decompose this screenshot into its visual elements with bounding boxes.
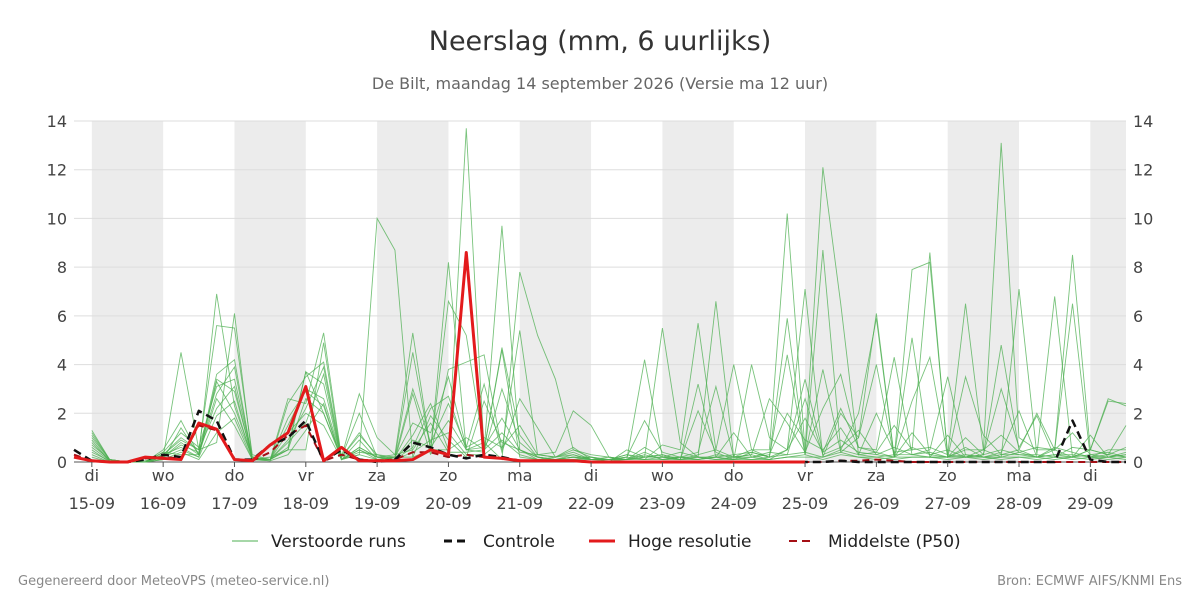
x-tick-day-10: vr	[797, 466, 813, 485]
y-tick-label-left-8: 8	[57, 258, 67, 277]
chart-title: Neerslag (mm, 6 uurlijks)	[429, 26, 771, 57]
y-tick-label-left-12: 12	[47, 161, 67, 180]
x-tick-date-1: 16-09	[140, 494, 187, 513]
x-tick-date-5: 20-09	[425, 494, 472, 513]
shaded-band-0	[91, 121, 164, 462]
y-tick-label-left-4: 4	[57, 356, 67, 375]
x-tick-date-11: 26-09	[853, 494, 900, 513]
main-series	[73, 251, 1126, 464]
x-tick-date-9: 24-09	[710, 494, 757, 513]
shaded-band-3	[519, 121, 592, 462]
y-tick-label-right-6: 6	[1133, 307, 1143, 326]
x-tick-date-10: 25-09	[782, 494, 829, 513]
y-tick-label-right-14: 14	[1133, 112, 1153, 131]
legend: Verstoorde runs Controle Hoge resolutie …	[232, 532, 961, 552]
x-tick-day-12: zo	[939, 466, 957, 485]
x-axis-ticks: di 15-09 wo 16-09 do 17-09 vr 18-09 za 19-09 zo 20-…	[69, 462, 1114, 513]
y-tick-label-right-0: 0	[1133, 453, 1143, 472]
y-tick-label-left-14: 14	[47, 112, 67, 131]
legend-item-control: Controle	[444, 532, 555, 552]
legend-label-hires: Hoge resolutie	[628, 532, 752, 552]
y-tick-label-left-2: 2	[57, 404, 67, 423]
x-tick-date-8: 23-09	[639, 494, 686, 513]
x-tick-date-0: 15-09	[69, 494, 116, 513]
x-tick-date-13: 28-09	[996, 494, 1043, 513]
x-tick-day-8: wo	[651, 466, 674, 485]
y-tick-label-right-10: 10	[1133, 209, 1153, 228]
y-tick-label-right-4: 4	[1133, 356, 1143, 375]
x-tick-date-4: 19-09	[354, 494, 401, 513]
shaded-band-5	[805, 121, 877, 462]
y-tick-label-left-10: 10	[47, 209, 67, 228]
x-tick-day-1: wo	[152, 466, 175, 485]
legend-item-median: Middelste (P50)	[789, 532, 961, 552]
x-tick-day-14: di	[1083, 466, 1098, 485]
y-tick-label-left-0: 0	[57, 453, 67, 472]
x-tick-date-2: 17-09	[211, 494, 258, 513]
x-tick-date-3: 18-09	[283, 494, 330, 513]
x-tick-day-2: do	[224, 466, 244, 485]
legend-item-hires: Hoge resolutie	[589, 532, 752, 552]
x-tick-date-7: 22-09	[568, 494, 615, 513]
x-tick-date-12: 27-09	[924, 494, 971, 513]
legend-item-members: Verstoorde runs	[232, 532, 406, 552]
legend-label-median: Middelste (P50)	[828, 532, 961, 552]
y-tick-label-right-2: 2	[1133, 404, 1143, 423]
footer-generator: Gegenereerd door MeteoVPS (meteo-service…	[18, 574, 329, 589]
chart-subtitle: De Bilt, maandag 14 september 2026 (Vers…	[372, 74, 828, 93]
x-tick-day-3: vr	[298, 466, 314, 485]
x-tick-day-9: do	[724, 466, 744, 485]
legend-label-members: Verstoorde runs	[271, 532, 406, 552]
y-tick-label-right-8: 8	[1133, 258, 1143, 277]
shaded-day-bands	[91, 121, 1126, 462]
x-tick-day-4: za	[368, 466, 386, 485]
x-tick-day-0: di	[85, 466, 100, 485]
y-axis-ticks: 0 0 2 2 4 4 6 6 8 8 10 10 12 12 14 14	[47, 112, 1154, 472]
x-tick-day-6: ma	[507, 466, 532, 485]
legend-label-control: Controle	[483, 532, 555, 552]
ensemble-member-line-11	[91, 397, 1127, 463]
x-tick-day-13: ma	[1006, 466, 1031, 485]
x-tick-date-6: 21-09	[497, 494, 544, 513]
y-tick-label-left-6: 6	[57, 307, 67, 326]
x-tick-date-14: 29-09	[1067, 494, 1114, 513]
x-tick-day-11: za	[867, 466, 885, 485]
footer-source: Bron: ECMWF AIFS/KNMI Ens	[997, 574, 1182, 589]
y-tick-label-right-12: 12	[1133, 161, 1153, 180]
series-line-hoge-resolutie	[73, 251, 806, 464]
shaded-band-2	[377, 121, 449, 462]
x-tick-day-7: di	[584, 466, 599, 485]
shaded-band-1	[234, 121, 306, 462]
x-tick-day-5: zo	[439, 466, 457, 485]
shaded-band-7	[1090, 121, 1126, 462]
